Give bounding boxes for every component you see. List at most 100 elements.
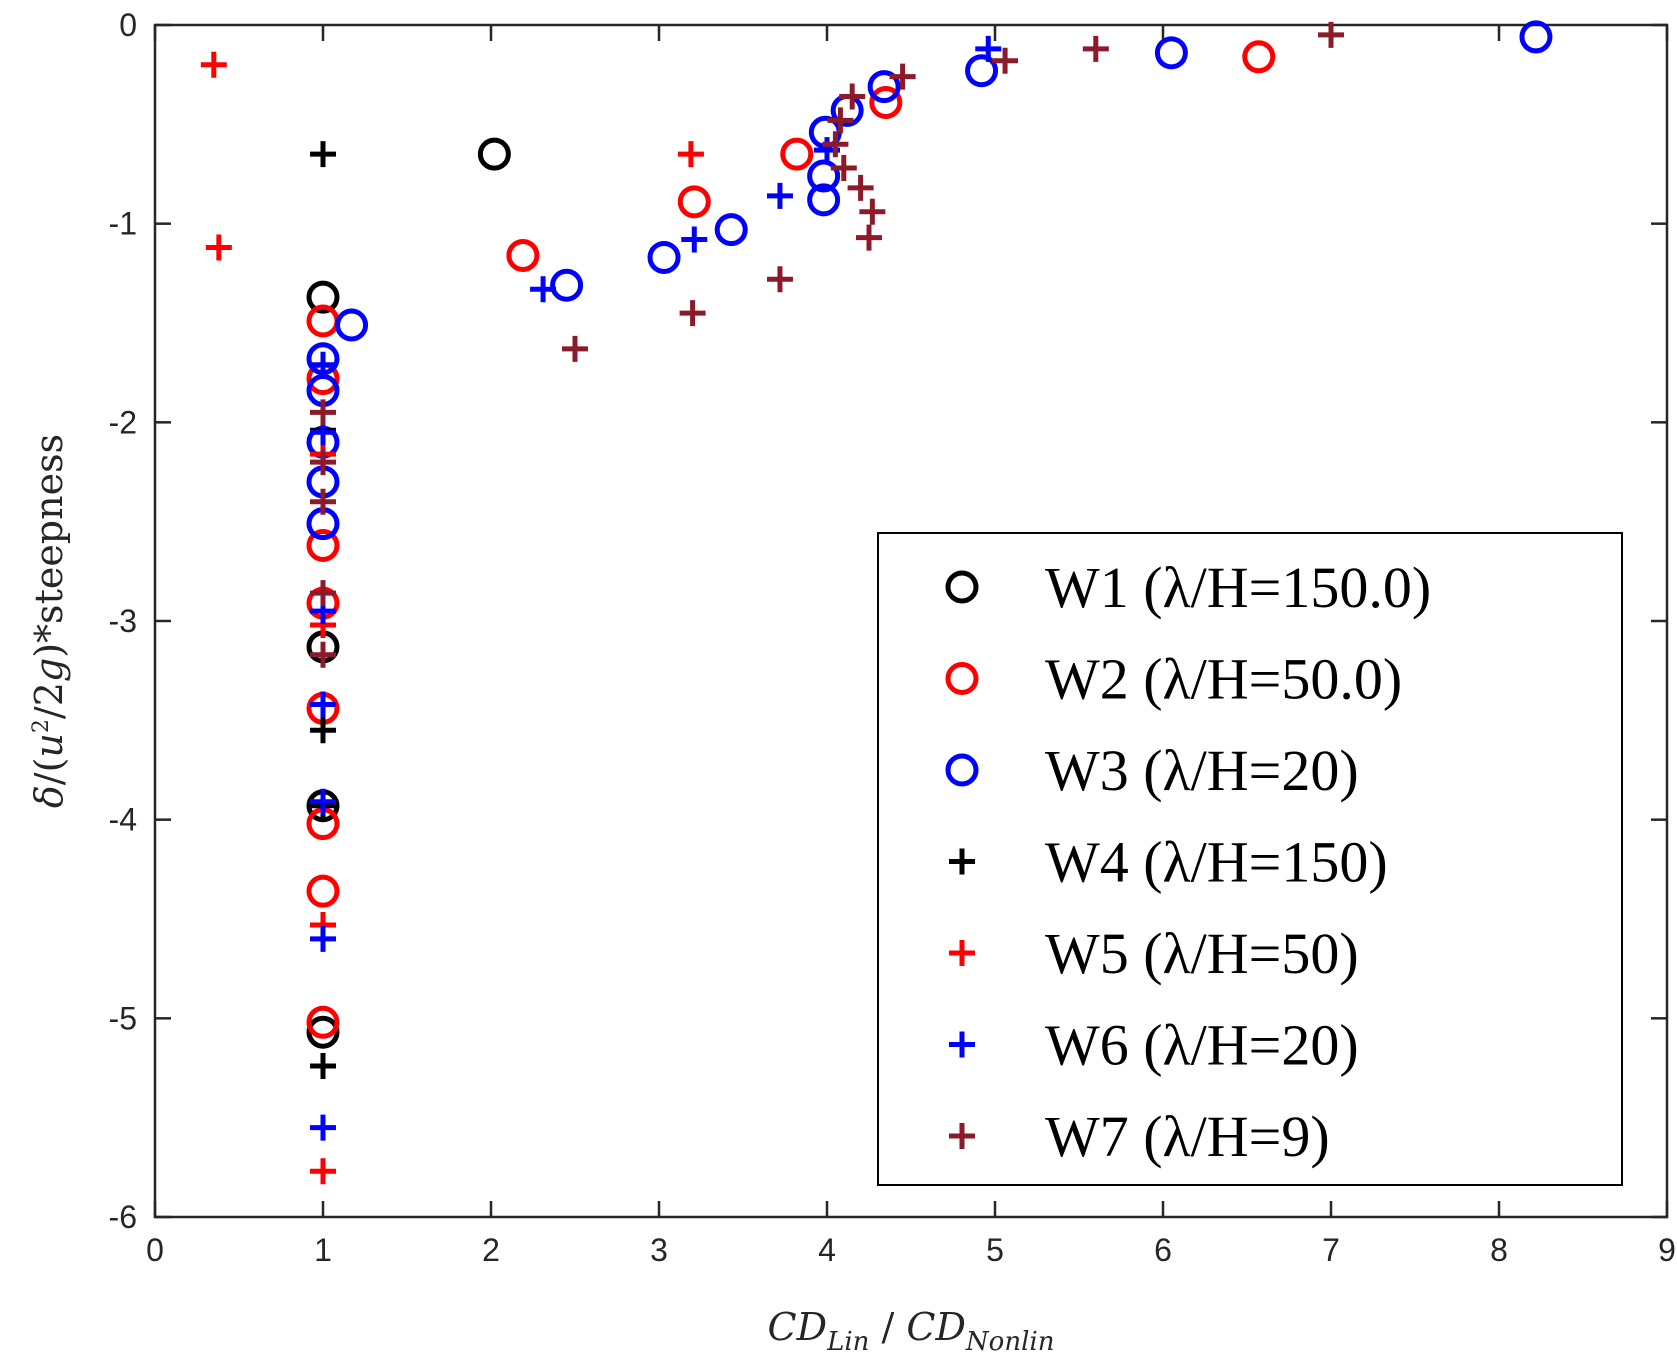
x-tick-label: 0 — [146, 1232, 164, 1268]
w4-point — [310, 717, 336, 744]
w4-point — [310, 141, 336, 168]
x-tick-label: 5 — [986, 1232, 1004, 1268]
w2-point — [1242, 40, 1276, 74]
y-tick-label: -3 — [109, 603, 137, 639]
w3-point — [335, 308, 369, 342]
y-label-u: u — [27, 733, 71, 757]
w3-point — [807, 183, 841, 217]
w3-point — [867, 70, 901, 104]
x-axis-label: CDLin / CDNonlin — [768, 1305, 1055, 1357]
w4-point — [310, 1053, 336, 1080]
data-points — [200, 20, 1553, 1185]
y-tick-label: 0 — [119, 7, 137, 43]
legend-marker-w3 — [945, 753, 979, 787]
w7-point — [310, 449, 336, 476]
w7-point — [856, 224, 882, 251]
w2-point — [869, 85, 903, 119]
y-tick-label: -5 — [109, 1000, 137, 1036]
legend-marker-w6 — [949, 1031, 975, 1058]
w7-point — [310, 399, 336, 426]
w6-point — [310, 1114, 336, 1141]
y-label-close: ) — [27, 643, 71, 658]
legend-label-w2: W2 (λ/H=50.0) — [1045, 647, 1402, 712]
w6-point — [310, 925, 336, 952]
legend: W1 (λ/H=150.0) W2 (λ/H=50.0) W3 (λ/H=20) W4… — [877, 532, 1623, 1186]
w6-point — [681, 226, 708, 253]
w2-point — [677, 185, 711, 219]
legend-marker-w4 — [949, 848, 975, 875]
w6-point — [310, 691, 336, 718]
w7-point — [1082, 35, 1109, 62]
w6-point — [310, 788, 336, 815]
legend-label-w1: W1 (λ/H=150.0) — [1045, 555, 1431, 620]
w5-point — [677, 141, 704, 168]
legend-marker-w1 — [945, 570, 979, 604]
legend-marker-w2 — [945, 662, 979, 695]
w7-point — [766, 266, 793, 293]
w2-point — [506, 238, 540, 272]
w7-point — [310, 641, 336, 668]
w2-point — [306, 529, 340, 563]
legend-marker-w7 — [949, 1123, 975, 1149]
series-w7 — [310, 21, 1344, 668]
legend-label-w3: W3 (λ/H=20) — [1045, 738, 1359, 803]
w6-point — [310, 351, 336, 378]
y-label-rest: *steepness — [27, 434, 71, 643]
y-axis-ticks: 0 -1 -2 -3 -4 -5 -6 — [109, 7, 1667, 1235]
w7-point — [679, 300, 706, 327]
w7-point — [562, 335, 588, 362]
y-tick-label: -4 — [109, 802, 137, 838]
w7-point — [839, 83, 866, 110]
y-tick-label: -2 — [109, 404, 137, 440]
x-tick-label: 7 — [1322, 1232, 1340, 1268]
w3-point — [965, 54, 999, 88]
w3-point — [714, 213, 748, 247]
w1-point — [306, 1015, 340, 1049]
x-label-sep: / — [869, 1305, 906, 1349]
x-tick-label: 9 — [1658, 1232, 1676, 1268]
y-tick-label: -1 — [109, 206, 137, 242]
w7-point — [822, 131, 849, 158]
w5-point — [205, 234, 232, 261]
w2-point — [306, 874, 340, 908]
x-label-cd1: CD — [768, 1305, 828, 1349]
w6-point — [975, 35, 1002, 62]
w3-point — [1154, 36, 1188, 70]
y-label-sup: 2 — [29, 719, 54, 733]
w7-point — [1318, 21, 1344, 48]
x-tick-label: 3 — [650, 1232, 668, 1268]
w1-point — [306, 280, 340, 314]
y-label-open: /( — [27, 758, 71, 786]
w2-point — [306, 1005, 340, 1039]
w7-point — [847, 174, 874, 201]
w5-point — [200, 51, 227, 78]
w6-point — [766, 182, 793, 209]
w1-point — [477, 137, 511, 171]
y-label-delta: δ — [27, 785, 71, 808]
legend-label-w6: W6 (λ/H=20) — [1045, 1013, 1359, 1078]
w7-point — [889, 63, 916, 90]
w7-point — [830, 155, 857, 182]
x-tick-label: 1 — [314, 1232, 332, 1268]
x-label-sub2: Nonlin — [965, 1327, 1055, 1357]
legend-label-w5: W5 (λ/H=50) — [1045, 921, 1359, 986]
x-axis-ticks: 0 1 2 3 4 5 6 7 8 9 — [146, 25, 1676, 1268]
w7-point — [310, 488, 336, 515]
w7-point — [310, 580, 336, 607]
x-label-sub1: Lin — [826, 1327, 869, 1357]
x-label-cd2: CD — [906, 1305, 966, 1349]
w3-point — [647, 240, 681, 274]
y-label-mid: /2 — [27, 682, 71, 719]
w7-point — [992, 47, 1019, 74]
legend-label-w4: W4 (λ/H=150) — [1045, 830, 1388, 895]
w5-point — [310, 1158, 336, 1185]
x-tick-label: 6 — [1154, 1232, 1172, 1268]
x-tick-label: 8 — [1490, 1232, 1508, 1268]
w6-point — [530, 276, 557, 303]
series-w6 — [310, 35, 1002, 1141]
w3-point — [1519, 20, 1553, 54]
y-axis-label: δ/(u2/2g)*steepness — [27, 434, 71, 808]
w2-point — [780, 137, 814, 171]
y-tick-label: -6 — [109, 1199, 137, 1235]
